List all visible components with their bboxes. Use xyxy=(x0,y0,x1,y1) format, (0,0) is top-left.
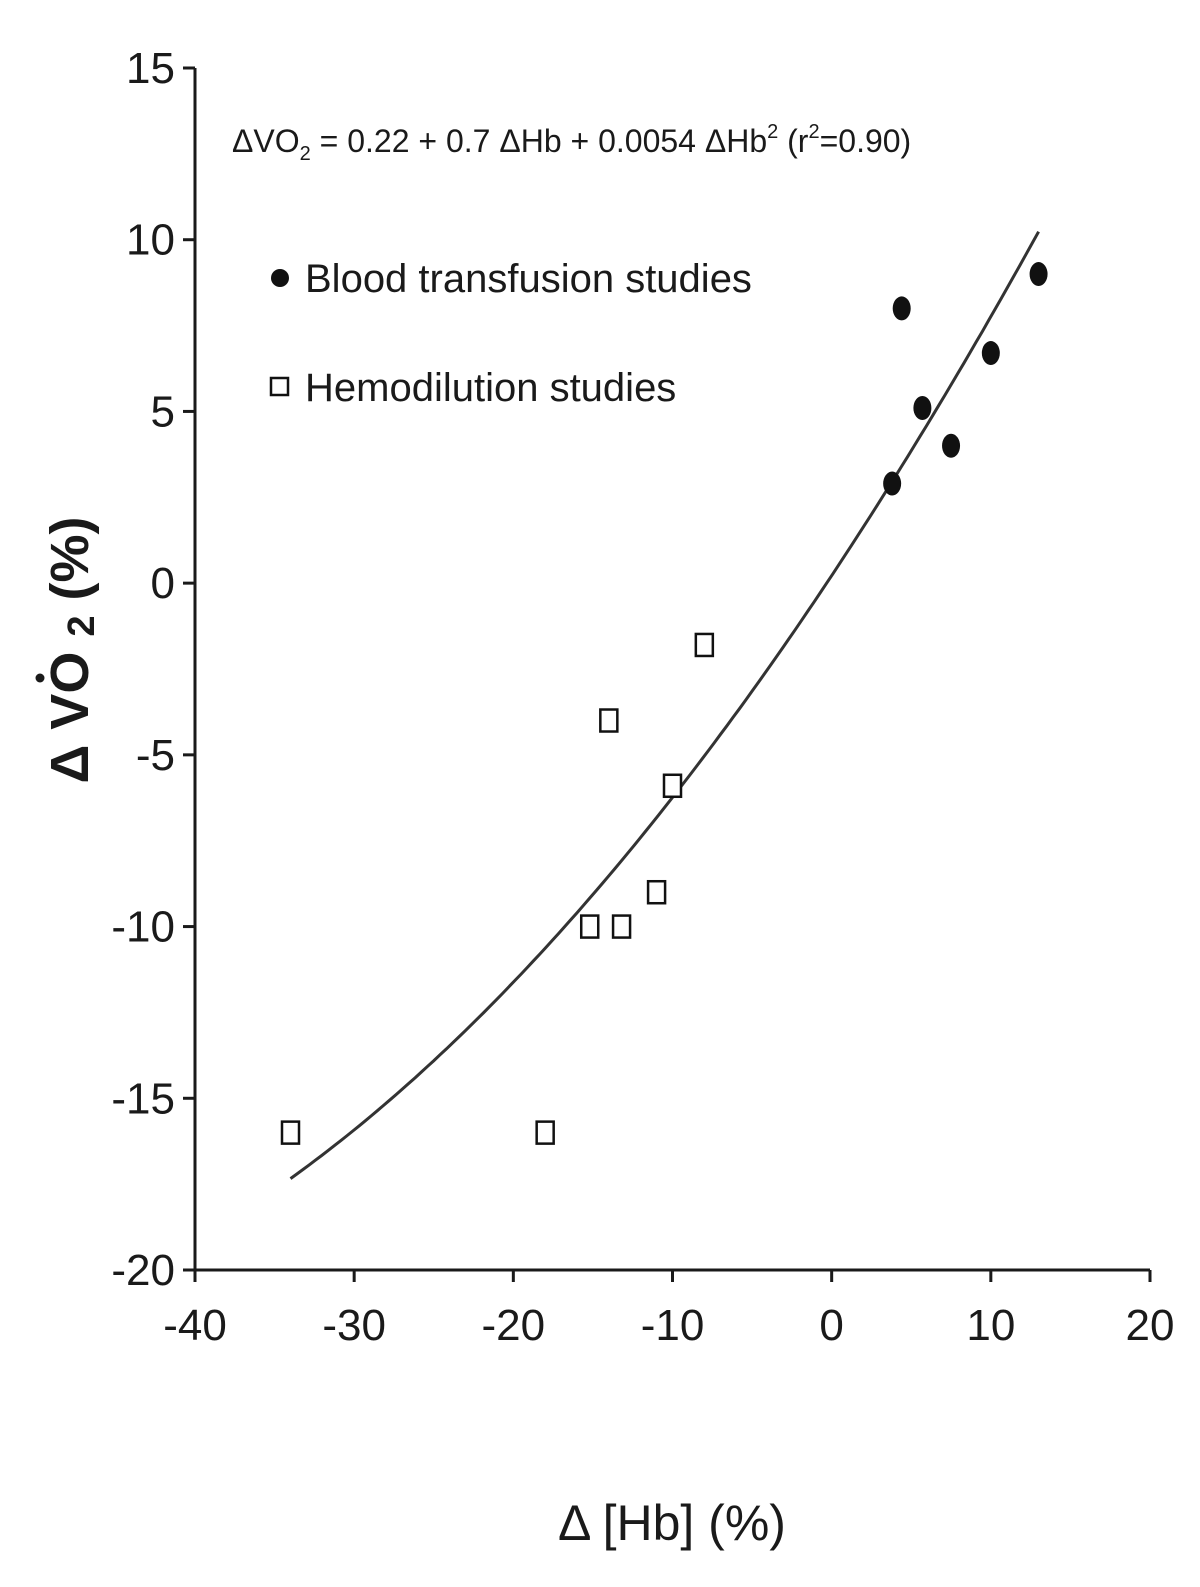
transfusion-point xyxy=(1029,262,1048,287)
x-axis-title: Δ [Hb] (%) xyxy=(558,1495,786,1551)
hemodilution-point xyxy=(535,1120,555,1145)
transfusion-point xyxy=(883,471,902,496)
hemodilution-point xyxy=(599,708,619,733)
hemodilution-point xyxy=(280,1120,301,1145)
legend-marker-transfusion xyxy=(271,269,289,287)
y-axis-title-delta: Δ xyxy=(40,745,100,784)
transfusion-point xyxy=(981,341,1000,366)
regression-equation: ΔVO2 = 0.22 + 0.7 ΔHb + 0.0054 ΔHb2 (r2=… xyxy=(232,121,911,165)
y-tick-label: 5 xyxy=(151,387,175,436)
y-axis-title-unit: (%) xyxy=(40,516,100,600)
legend-label-transfusion: Blood transfusion studies xyxy=(305,257,752,301)
x-tick-label: 20 xyxy=(1126,1301,1175,1350)
y-axis-title-subscript: 2 xyxy=(61,615,103,636)
x-axis-ticks: -40 -30 -20 -10 0 10 20 xyxy=(163,1270,1174,1350)
y-tick-label: 0 xyxy=(151,559,175,608)
transfusion-point xyxy=(892,296,911,321)
equation-body-superscript: 2 xyxy=(767,121,778,143)
legend-marker-hemodilution xyxy=(269,376,290,397)
hemodilution-point xyxy=(579,914,600,939)
x-tick-label: -30 xyxy=(322,1301,386,1350)
equation-fit-superscript: 2 xyxy=(808,121,819,143)
y-axis-title-dot xyxy=(35,673,45,683)
y-tick-label: -5 xyxy=(136,731,175,780)
x-tick-label: 10 xyxy=(966,1301,1015,1350)
equation-body: = 0.22 + 0.7 ΔHb + 0.0054 ΔHb xyxy=(311,123,767,159)
data-points xyxy=(280,262,1048,1145)
y-axis-title-o: O xyxy=(40,652,100,694)
hemodilution-point xyxy=(662,773,683,799)
regression-curve xyxy=(289,230,1040,1180)
x-tick-label: -20 xyxy=(482,1301,546,1350)
y-tick-label: -15 xyxy=(111,1074,175,1123)
x-tick-label: 0 xyxy=(819,1301,843,1350)
y-axis-title-v: V xyxy=(40,694,100,730)
x-tick-label: -40 xyxy=(163,1301,227,1350)
hemodilution-point xyxy=(646,879,667,905)
y-axis-title: Δ VO 2 (%) xyxy=(35,516,106,784)
equation-fit-close: =0.90) xyxy=(820,123,912,159)
equation-prefix: ΔVO xyxy=(232,123,300,159)
x-tick-label: -10 xyxy=(641,1301,705,1350)
y-tick-label: 15 xyxy=(126,44,175,93)
equation-prefix-subscript: 2 xyxy=(300,143,311,165)
hemodilution-point xyxy=(611,914,632,939)
legend-label-hemodilution: Hemodilution studies xyxy=(305,366,676,410)
svg-text:Δ VO 2 (%): Δ VO 2 (%) xyxy=(40,516,106,783)
y-tick-label: 10 xyxy=(126,216,175,265)
legend: Blood transfusion studies Hemodilution s… xyxy=(269,257,752,410)
equation-fit-open: (r xyxy=(778,123,809,159)
hemodilution-point xyxy=(694,632,715,658)
transfusion-point xyxy=(942,433,961,458)
y-tick-label: -10 xyxy=(111,903,175,952)
y-axis-ticks: 15 10 5 0 -5 -10 -15 -20 xyxy=(111,44,195,1295)
y-tick-label: -20 xyxy=(111,1246,175,1295)
transfusion-point xyxy=(913,395,932,420)
